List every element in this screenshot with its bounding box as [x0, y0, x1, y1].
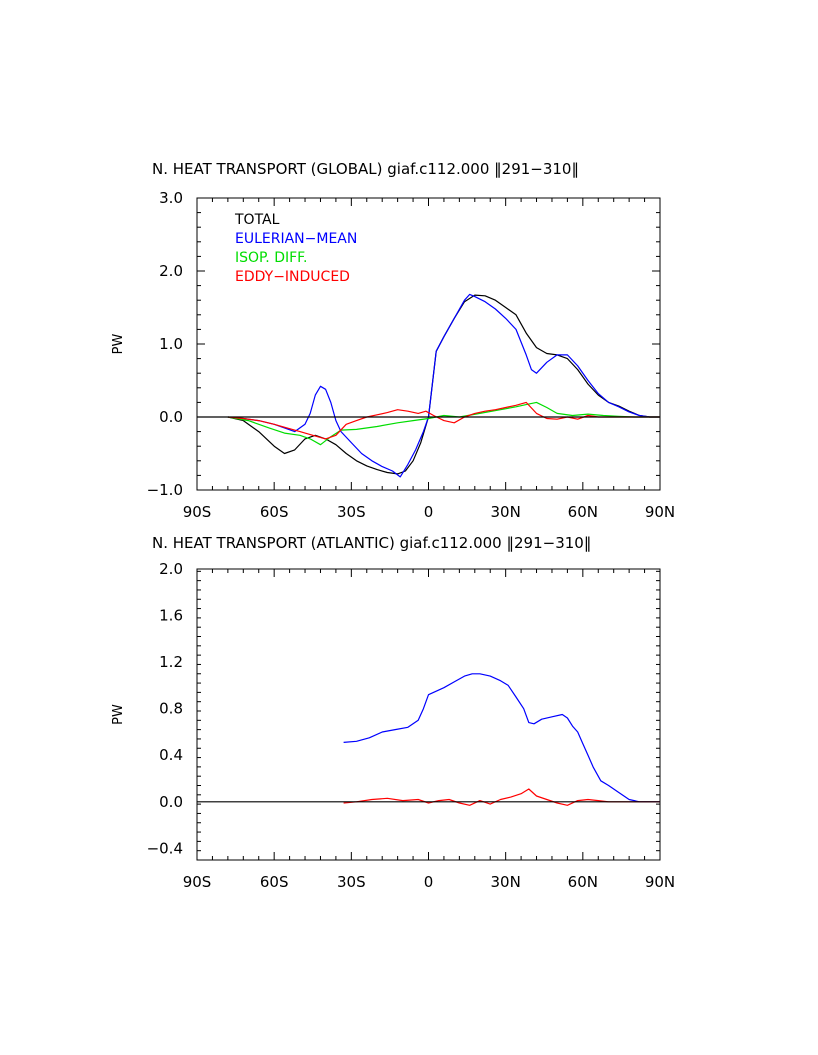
chart-title: N. HEAT TRANSPORT (ATLANTIC) giaf.c112.0… [152, 534, 591, 552]
x-tick-label: 30N [491, 503, 521, 521]
x-tick-label: 90S [183, 873, 212, 891]
series-line-isop-diff [227, 401, 660, 446]
x-tick-label: 0 [424, 503, 434, 521]
y-tick-label: 1.2 [159, 653, 183, 671]
y-tick-label: 1.6 [159, 607, 183, 625]
x-tick-label: 30N [491, 873, 521, 891]
x-tick-label: 60N [568, 873, 598, 891]
y-tick-label: 2.0 [159, 560, 183, 578]
y-axis-label: PW [111, 704, 126, 725]
y-axis-label: PW [111, 334, 126, 355]
x-tick-label: 60N [568, 503, 598, 521]
series-line-total [227, 294, 660, 475]
y-tick-label: 0.0 [159, 793, 183, 811]
y-tick-label: 0.4 [159, 746, 183, 764]
x-tick-label: 90N [645, 873, 675, 891]
series-line-eulerian-mean [343, 673, 660, 803]
chart-title: N. HEAT TRANSPORT (GLOBAL) giaf.c112.000… [152, 160, 579, 178]
y-tick-label: −0.4 [147, 839, 183, 857]
x-tick-label: 30S [337, 503, 366, 521]
legend-entry: ISOP. DIFF. [235, 250, 307, 266]
x-tick-label: 60S [260, 503, 289, 521]
legend-entry: EULERIAN−MEAN [235, 231, 357, 247]
x-tick-label: 90N [645, 503, 675, 521]
x-tick-label: 90S [183, 503, 212, 521]
legend-entry: TOTAL [234, 212, 280, 228]
series-line-eddy-induced [227, 401, 660, 440]
x-tick-label: 30S [337, 873, 366, 891]
y-tick-label: 2.0 [159, 262, 183, 280]
y-tick-label: 3.0 [159, 189, 183, 207]
atlantic-heat-transport-plot: N. HEAT TRANSPORT (ATLANTIC) giaf.c112.0… [111, 534, 675, 891]
x-tick-label: 60S [260, 873, 289, 891]
series-line-eddy-induced [343, 788, 660, 806]
y-tick-label: 0.0 [159, 408, 183, 426]
y-tick-label: 0.8 [159, 700, 183, 718]
x-tick-label: 0 [424, 873, 434, 891]
legend-entry: EDDY−INDUCED [235, 269, 350, 285]
y-tick-label: 1.0 [159, 335, 183, 353]
plot-frame [196, 568, 661, 861]
series-line-eulerian-mean [227, 293, 660, 478]
y-tick-label: −1.0 [147, 481, 183, 499]
global-heat-transport-plot: N. HEAT TRANSPORT (GLOBAL) giaf.c112.000… [111, 160, 675, 521]
